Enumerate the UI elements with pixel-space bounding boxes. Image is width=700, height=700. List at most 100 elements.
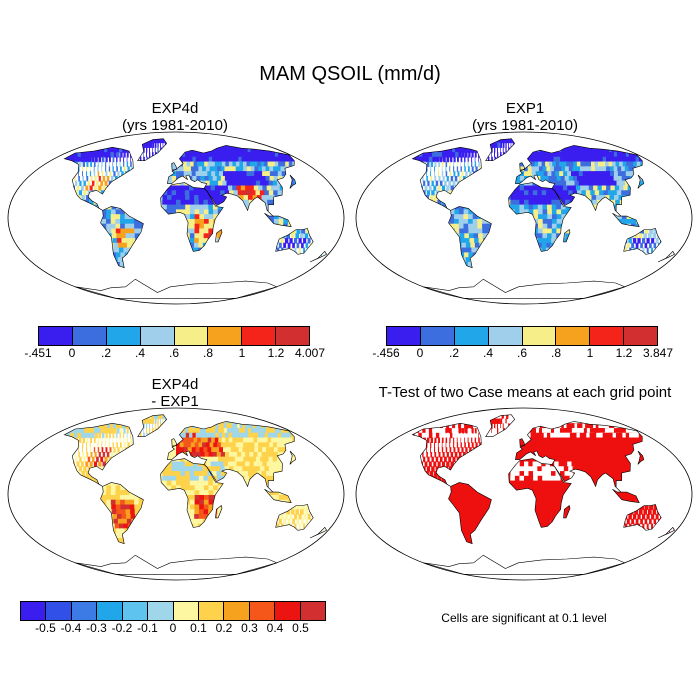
coastline-australia	[275, 228, 314, 255]
colorbar-tick-label: -0.3	[86, 621, 107, 635]
colorbar-tick-label: .6	[168, 346, 180, 360]
colorbar-tick-label: 1.2	[615, 346, 633, 360]
colorbar-swatch	[624, 327, 657, 345]
significance-note: Cells are significant at 0.1 level	[441, 611, 607, 625]
colorbar-labels-exp1: -.456 0 .2 .4 .6 .8 1 1.2 3.847	[372, 346, 673, 362]
colorbar-swatch	[71, 602, 98, 620]
coastline-australia	[623, 504, 662, 531]
coastline-eurasia	[515, 145, 643, 217]
coastline-indonesia	[612, 212, 640, 227]
coastline-nz	[657, 250, 676, 263]
colorbar-exp4d	[38, 326, 310, 346]
colorbar-swatch	[140, 327, 175, 345]
panel-title-line2: (yrs 1981-2010)	[122, 117, 228, 134]
colorbar-swatch	[208, 327, 243, 345]
colorbar-swatch	[39, 327, 73, 345]
map-frame	[8, 408, 344, 580]
colorbar-tick-label: .8	[202, 346, 214, 360]
coastline-australia	[275, 504, 314, 531]
colorbar-tick-label: 0.1	[190, 621, 207, 635]
coastline-madagascar	[563, 228, 571, 243]
coastline-africa	[160, 458, 224, 528]
map-diff	[7, 407, 345, 581]
colorbar-tick-label: 3.847	[642, 346, 674, 360]
coastline-nz	[657, 526, 676, 539]
coastline-antarctica	[423, 554, 626, 575]
coastline-samerica	[100, 482, 144, 545]
coastline-namerica	[411, 422, 482, 487]
coastline-samerica	[448, 482, 492, 545]
colorbar-tick-label: .8	[550, 346, 562, 360]
panel-title-line2: - EXP1	[151, 393, 199, 410]
colorbar-tick-label: .6	[516, 346, 528, 360]
map-exp4d	[7, 131, 345, 305]
map-border	[355, 131, 693, 305]
map-border	[7, 407, 345, 581]
coastline-eurasia	[167, 421, 295, 493]
panel-title-exp1: EXP1 (yrs 1981-2010)	[400, 100, 650, 134]
coastline-africa	[160, 182, 224, 252]
coastline-japan	[289, 450, 297, 465]
colorbar-tick-label: -0.1	[137, 621, 158, 635]
coastline-africa	[508, 182, 572, 252]
colorbar-diff	[20, 601, 326, 621]
colorbar-swatch	[300, 602, 326, 620]
figure-title: MAM QSOIL (mm/d)	[259, 63, 441, 85]
colorbar-swatch	[46, 602, 72, 620]
colorbar-tick-label: 0.2	[215, 621, 233, 635]
colorbar-swatch	[590, 327, 625, 345]
colorbar-tick-label: 0.4	[266, 621, 284, 635]
coastline-antarctica	[75, 554, 278, 575]
coastline-samerica	[100, 206, 144, 269]
map-ttest	[355, 407, 693, 581]
colorbar-tick-label: 0	[68, 346, 76, 360]
coastline-indonesia	[612, 488, 640, 503]
map-frame	[356, 408, 692, 580]
coastline-indonesia	[264, 212, 292, 227]
colorbar-tick-label: .2	[100, 346, 112, 360]
colorbar-tick-label: 4.007	[294, 346, 326, 360]
colorbar-swatch	[420, 327, 455, 345]
coastline-uk	[519, 162, 526, 171]
coastline-namerica	[411, 146, 482, 211]
panel-title-line1: EXP4d	[151, 376, 199, 393]
colorbar-swatch	[275, 602, 301, 620]
coastline-japan	[289, 174, 297, 189]
map-frame	[8, 132, 344, 304]
coastline-namerica	[63, 422, 134, 487]
colorbar-swatch	[21, 602, 47, 620]
map-exp1	[355, 131, 693, 305]
coastline-samerica	[448, 206, 492, 269]
colorbar-tick-label: -0.2	[111, 621, 133, 635]
colorbar-tick-label: -.456	[372, 346, 400, 360]
panel-title-diff: EXP4d - EXP1	[50, 376, 300, 410]
coastline-nz	[309, 250, 328, 263]
colorbar-swatch	[97, 602, 123, 620]
coastline-madagascar	[563, 504, 571, 519]
colorbar-swatch	[249, 602, 276, 620]
colorbar-swatch	[454, 327, 489, 345]
coastline-africa	[508, 458, 572, 528]
coastline-nz	[309, 526, 328, 539]
colorbar-labels-diff: -0.5 -0.4 -0.3 -0.2 -0.1 0 0.1 0.2 0.3 0.4 0.5	[20, 621, 326, 637]
coastline-eurasia	[167, 145, 295, 217]
colorbar-tick-label: 0.5	[292, 621, 309, 635]
colorbar-tick-label: .4	[134, 346, 146, 360]
panel-title-line1: EXP4d	[151, 100, 199, 117]
colorbar-tick-label: 1	[586, 346, 594, 360]
colorbar-swatch	[387, 327, 421, 345]
coastline-antarctica	[423, 278, 626, 299]
colorbar-swatch	[488, 327, 523, 345]
colorbar-tick-label: .4	[482, 346, 494, 360]
coastline-madagascar	[215, 504, 223, 519]
coastline-greenland	[137, 414, 168, 437]
coastline-namerica	[63, 146, 134, 211]
coastline-greenland	[485, 414, 516, 437]
colorbar-swatch	[224, 602, 250, 620]
colorbar-swatch	[198, 602, 225, 620]
colorbar-swatch	[106, 327, 141, 345]
coastline-uk	[171, 162, 178, 171]
coastline-uk	[519, 438, 526, 447]
colorbar-tick-label: 0	[416, 346, 424, 360]
coastline-indonesia	[264, 488, 292, 503]
